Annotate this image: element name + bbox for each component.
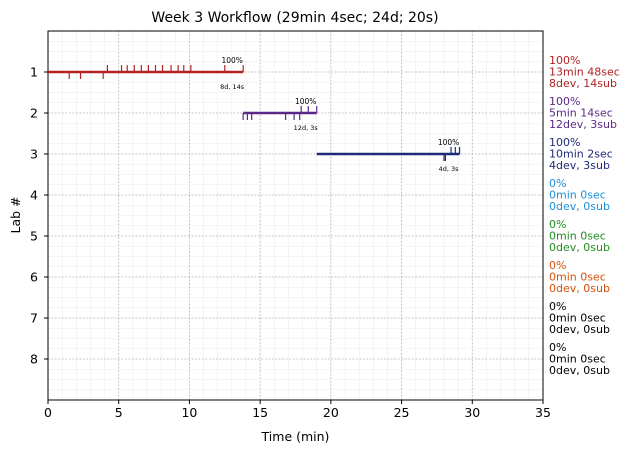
x-tick-label: 5 (115, 405, 123, 420)
lab-4-summary-counts: 0dev, 0sub (549, 200, 610, 213)
lab-3-summary-counts: 4dev, 3sub (549, 159, 610, 172)
lab-6-summary-time: 0min 0sec (549, 271, 606, 284)
x-tick-label: 25 (394, 405, 410, 420)
lab-2-summary-pct: 100% (549, 95, 580, 108)
lab-2-summary-time: 5min 14sec (549, 107, 613, 120)
minor-grid (47, 30, 544, 401)
lab-3-summary-time: 10min 2sec (549, 148, 613, 161)
plot-frame (47, 30, 544, 401)
lab-2-end-pct: 100% (295, 97, 316, 106)
lab-1-summary-time: 13min 48sec (549, 66, 620, 79)
lab-6-summary-counts: 0dev, 0sub (549, 282, 610, 295)
y-tick-label: 2 (30, 106, 38, 121)
lab-3-end-counts: 4d, 3s (439, 165, 460, 173)
lab-5-summary-time: 0min 0sec (549, 230, 606, 243)
lab-4-summary-pct: 0% (549, 177, 566, 190)
y-tick-label: 8 (30, 352, 38, 367)
y-tick-label: 3 (30, 147, 38, 162)
x-tick-label: 10 (181, 405, 197, 420)
x-tick-label: 0 (44, 405, 52, 420)
lab-8-summary-counts: 0dev, 0sub (549, 364, 610, 377)
y-axis-label: Lab # (8, 196, 23, 233)
chart-title: Week 3 Workflow (29min 4sec; 24d; 20s) (151, 10, 438, 26)
x-tick-label: 20 (323, 405, 339, 420)
lab-3-end-pct: 100% (438, 138, 459, 147)
x-tick-label: 15 (252, 405, 268, 420)
lab-7-summary-time: 0min 0sec (549, 312, 606, 325)
x-axis-label: Time (min) (261, 429, 330, 444)
lab-bars: 100% 8d, 14s 100% 12d, 3s 100% 4d, 3s (48, 56, 461, 173)
y-tick-label: 6 (30, 270, 38, 285)
lab-7-summary-counts: 0dev, 0sub (549, 323, 610, 336)
lab-1-end-pct: 100% (221, 56, 242, 65)
lab-3-summary-pct: 100% (549, 136, 580, 149)
lab-8-summary-pct: 0% (549, 341, 566, 354)
y-tick-label: 7 (30, 311, 38, 326)
lab-6-summary-pct: 0% (549, 259, 566, 272)
y-tick-label: 5 (30, 229, 38, 244)
lab-4-summary-time: 0min 0sec (549, 189, 606, 202)
lab-2-end-counts: 12d, 3s (294, 124, 319, 132)
lab-2-summary-counts: 12dev, 3sub (549, 118, 617, 131)
y-tick-label: 1 (30, 65, 38, 80)
x-axis-ticks: 0 5 10 15 20 25 30 35 (44, 400, 551, 420)
lab-1-summary-counts: 8dev, 14sub (549, 77, 617, 90)
x-tick-label: 30 (464, 405, 480, 420)
lab-1-summary-pct: 100% (549, 54, 580, 67)
lab-7-summary-pct: 0% (549, 300, 566, 313)
x-tick-label: 35 (535, 405, 551, 420)
y-tick-label: 4 (30, 188, 38, 203)
y-axis-ticks: 1 2 3 4 5 6 7 8 (30, 65, 48, 367)
lab-8-summary-time: 0min 0sec (549, 353, 606, 366)
lab-5-summary-pct: 0% (549, 218, 566, 231)
lab-1-end-counts: 8d, 14s (220, 83, 245, 91)
lab-5-summary-counts: 0dev, 0sub (549, 241, 610, 254)
